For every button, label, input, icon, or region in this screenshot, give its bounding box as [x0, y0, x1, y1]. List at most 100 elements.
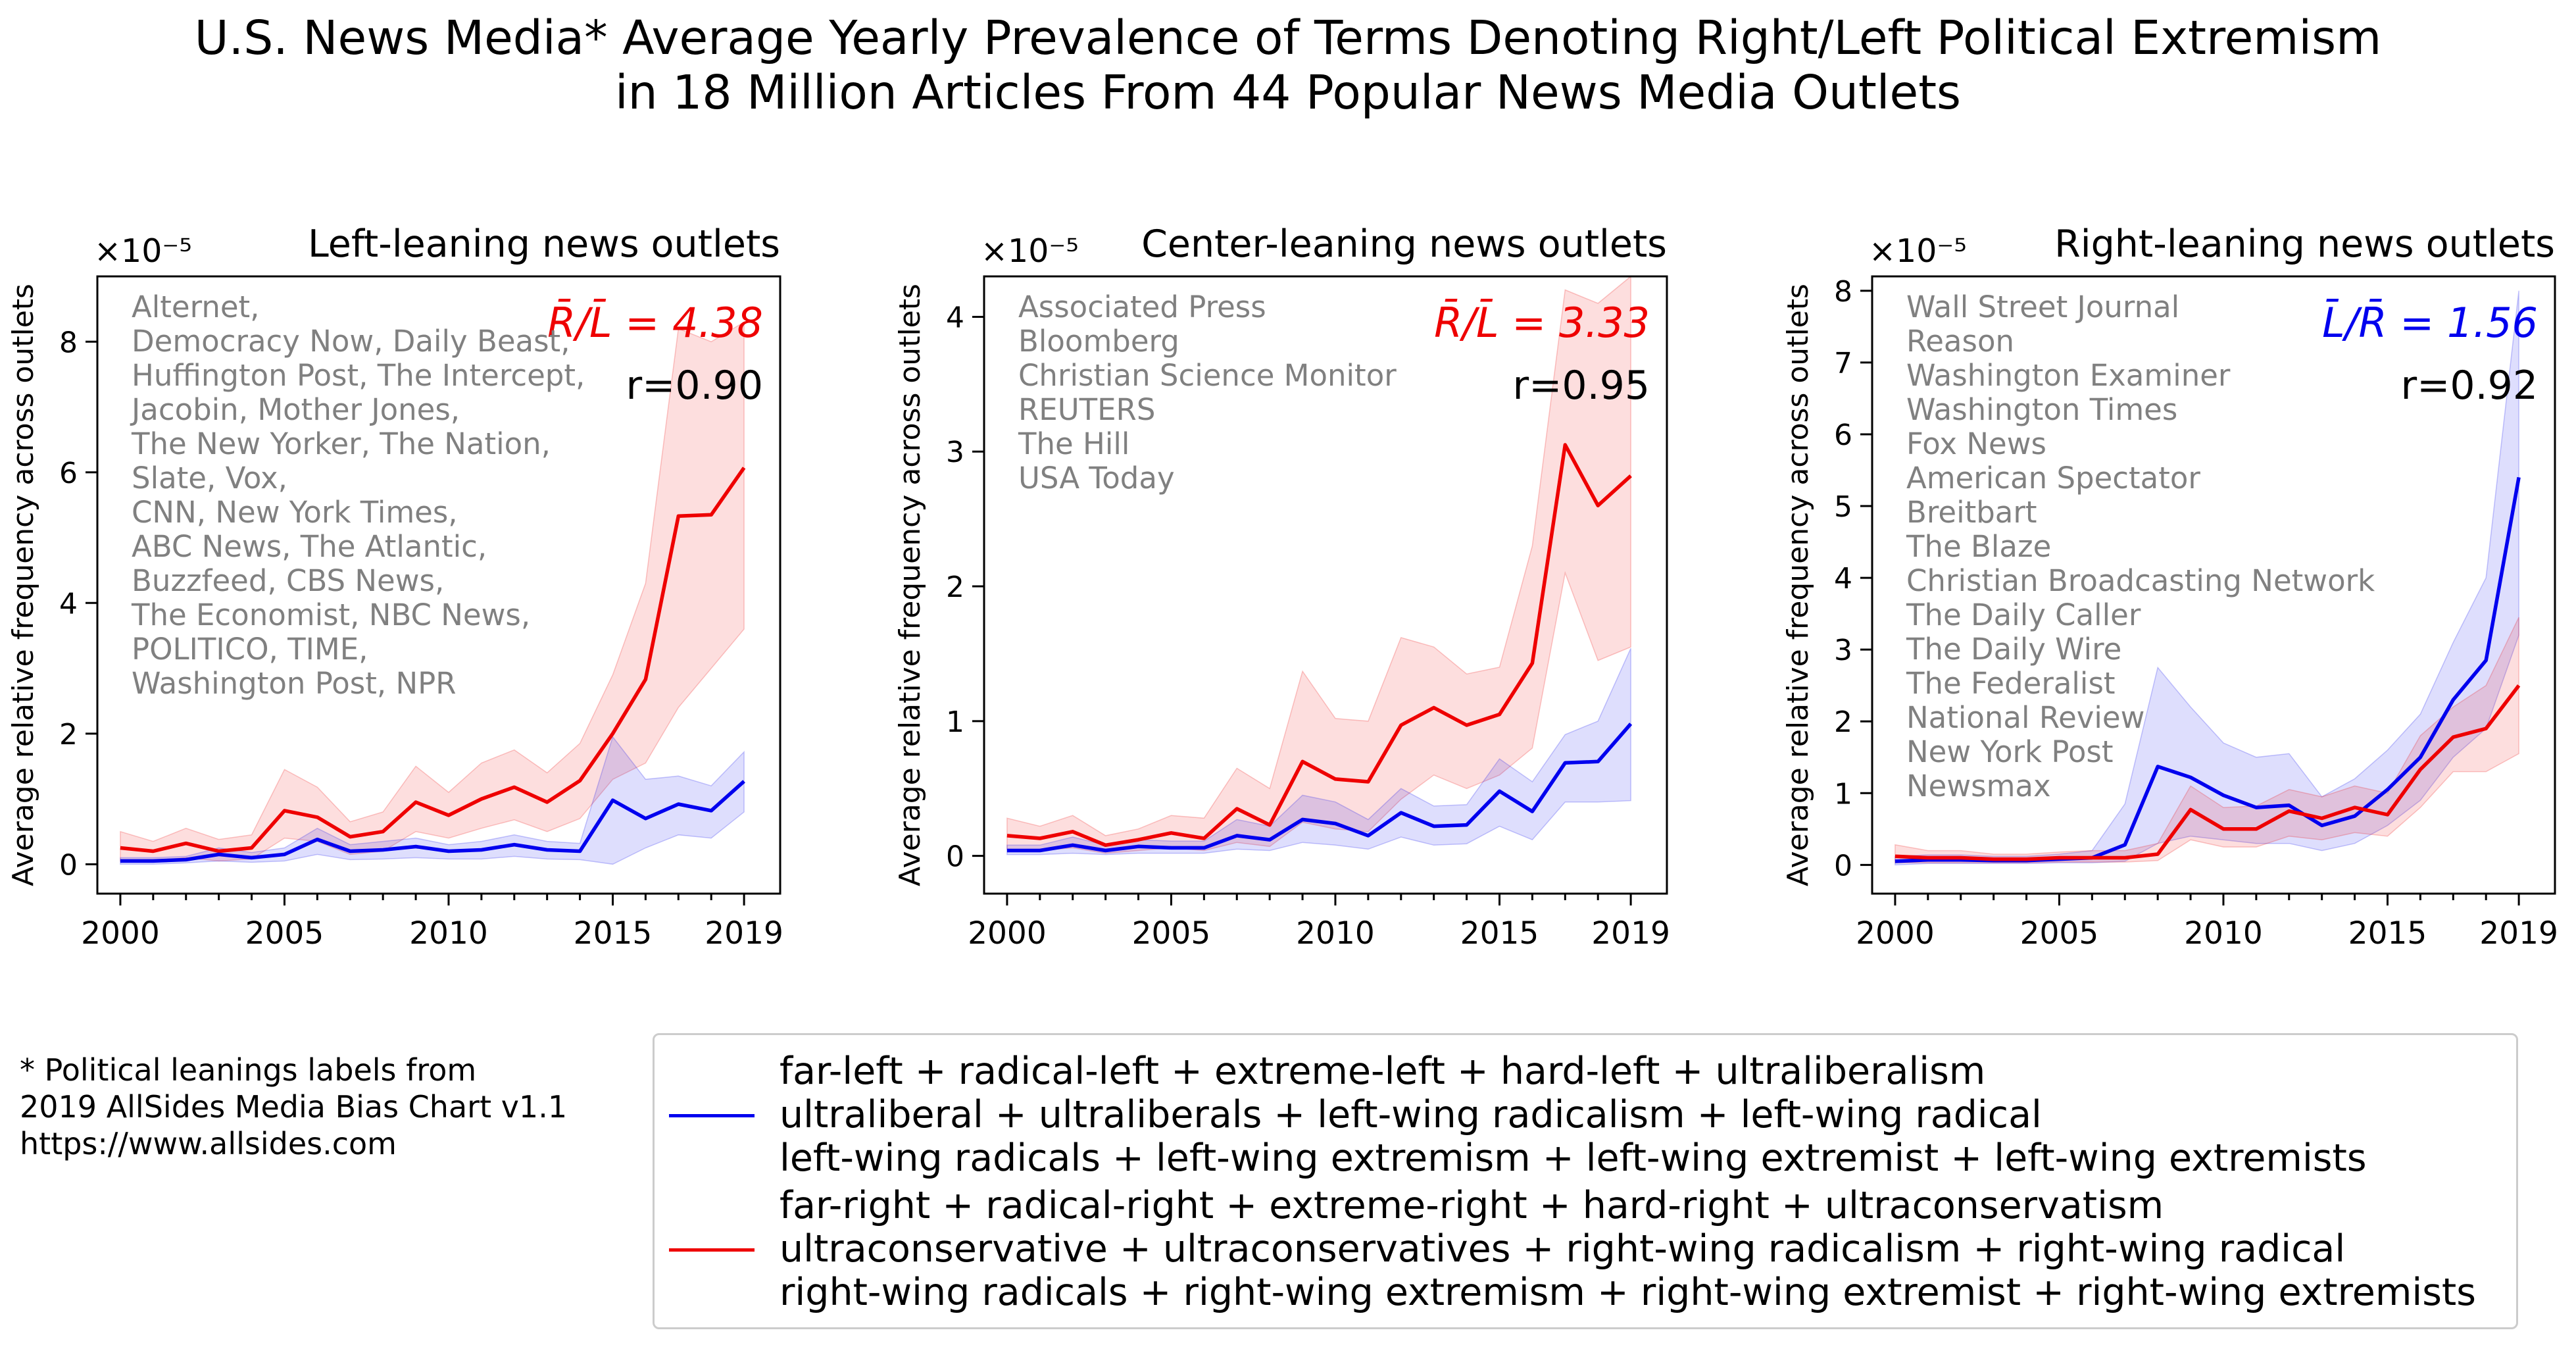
x-tick-label: 2000: [81, 915, 160, 952]
outlet-name: The Economist, NBC News,: [131, 598, 530, 632]
y-tick-label: 8: [1834, 275, 1852, 309]
y-tick-label: 0: [1834, 849, 1852, 882]
chart-title: Right-leaning news outlets: [2054, 222, 2555, 266]
x-tick-label: 2000: [968, 915, 1047, 952]
ratio-annotation: R̄/L̄ = 4.38: [547, 299, 763, 347]
plot-frame: [96, 275, 781, 895]
legend: far-left + radical-left + extreme-left +…: [653, 1033, 2518, 1329]
y-tick-label: 5: [1834, 490, 1852, 524]
x-tick-label: 2015: [574, 915, 653, 952]
correlation-annotation: r=0.92: [2400, 363, 2538, 409]
footnote: * Political leanings labels from 2019 Al…: [20, 1052, 567, 1162]
x-tick-label: 2015: [2348, 915, 2427, 952]
legend-text: left-wing radicals + left-wing extremism…: [780, 1136, 2367, 1180]
outlet-name: Slate, Vox,: [132, 461, 287, 496]
outlet-name: The Daily Caller: [1906, 598, 2141, 632]
y-multiplier: ×10⁻⁵: [94, 232, 192, 270]
legend-text: far-left + radical-left + extreme-left +…: [780, 1050, 1986, 1093]
correlation-annotation: r=0.90: [626, 363, 763, 409]
y-tick-label: 4: [59, 587, 78, 621]
y-tick-label: 4: [946, 301, 964, 334]
series-line: [1006, 723, 1633, 853]
y-tick-label: 7: [1834, 347, 1852, 380]
outlet-name: The Blaze: [1906, 529, 2051, 564]
outlet-name: Wall Street Journal: [1906, 290, 2179, 324]
y-tick-label: 1: [946, 705, 964, 739]
y-tick-label: 2: [59, 718, 78, 751]
y-axis-label: Average relative frequency across outlet…: [893, 284, 927, 886]
x-tick-label: 2019: [1591, 915, 1670, 952]
legend-line-right-terms: [669, 1248, 755, 1252]
outlet-name: Christian Science Monitor: [1018, 358, 1397, 393]
chart-title: Center-leaning news outlets: [1141, 222, 1667, 266]
correlation-annotation: r=0.95: [1512, 363, 1650, 409]
outlet-name: Newsmax: [1906, 769, 2051, 803]
outlet-name: Washington Examiner: [1906, 358, 2231, 393]
y-axis-label: Average relative frequency across outlet…: [7, 284, 40, 886]
outlet-name: Huffington Post, The Intercept,: [132, 358, 585, 393]
plot-frame: [1871, 275, 2556, 895]
x-tick-label: 2010: [2184, 915, 2263, 952]
outlet-name: CNN, New York Times,: [132, 495, 458, 530]
y-tick-label: 8: [59, 326, 78, 359]
outlet-name: National Review: [1906, 700, 2144, 735]
legend-text: ultraconservative + ultraconservatives +…: [780, 1227, 2346, 1271]
chart-panel: 2000 2005 2010 2015 2019 0 1 2 3 4 5 6 7 8 Average rel…: [1781, 222, 2558, 952]
footnote-line: * Political leanings labels from: [20, 1052, 477, 1088]
y-tick-label: 1: [1834, 777, 1852, 811]
x-tick-label: 2010: [1296, 915, 1375, 952]
x-tick-label: 2000: [1856, 915, 1935, 952]
confidence-band: [120, 321, 745, 862]
y-tick-label: 6: [1834, 419, 1852, 452]
y-multiplier: ×10⁻⁵: [981, 232, 1079, 270]
figure-title-line2: in 18 Million Articles From 44 Popular N…: [615, 65, 1961, 120]
legend-text: far-right + radical-right + extreme-righ…: [780, 1184, 2164, 1227]
series-line: [120, 780, 745, 863]
outlet-name: Fox News: [1906, 426, 2046, 461]
y-tick-label: 4: [1834, 562, 1852, 596]
outlet-name: The New Yorker, The Nation,: [131, 426, 551, 461]
confidence-band: [1006, 648, 1631, 855]
footnote-line: 2019 AllSides Media Bias Chart v1.1: [20, 1089, 568, 1125]
outlet-name: New York Post: [1906, 734, 2114, 769]
outlet-name: Democracy Now, Daily Beast,: [132, 324, 570, 359]
series-line: [120, 467, 746, 853]
outlet-name: Bloomberg: [1018, 324, 1179, 359]
series-line: [1006, 443, 1632, 848]
x-tick-label: 2005: [245, 915, 324, 952]
x-tick-label: 2005: [1132, 915, 1211, 952]
x-tick-label: 2010: [409, 915, 488, 952]
outlet-name: The Federalist: [1906, 666, 2116, 701]
outlet-name: Jacobin, Mother Jones,: [130, 392, 460, 427]
outlet-name: ABC News, The Atlantic,: [132, 529, 487, 564]
x-tick-label: 2019: [2479, 915, 2558, 952]
y-tick-label: 2: [946, 571, 964, 604]
legend-text: right-wing radicals + right-wing extremi…: [780, 1271, 2476, 1314]
outlet-name: USA Today: [1018, 461, 1175, 496]
footnote-line: https://www.allsides.com: [20, 1126, 397, 1161]
series-line: [1895, 684, 2521, 861]
y-tick-label: 2: [1834, 705, 1852, 739]
legend-text: ultraliberal + ultraliberals + left-wing…: [780, 1093, 2042, 1136]
outlet-name: Washington Times: [1906, 392, 2177, 427]
y-tick-label: 0: [946, 840, 964, 874]
y-tick-label: 3: [1834, 634, 1852, 667]
ratio-annotation: L̄/R̄ = 1.56: [2322, 299, 2538, 347]
outlet-name: POLITICO, TIME,: [132, 632, 368, 667]
figure-title-line1: U.S. News Media* Average Yearly Prevalen…: [195, 11, 2382, 65]
x-tick-label: 2015: [1460, 915, 1539, 952]
y-tick-label: 6: [59, 457, 78, 490]
y-tick-label: 3: [946, 436, 964, 469]
outlet-name: Washington Post, NPR: [132, 666, 457, 701]
outlet-name: Buzzfeed, CBS News,: [132, 563, 444, 598]
plot-frame: [983, 275, 1668, 895]
outlet-name: Associated Press: [1018, 290, 1266, 324]
chart-title: Left-leaning news outlets: [308, 222, 780, 266]
outlet-name: Christian Broadcasting Network: [1906, 563, 2375, 598]
outlet-name: Breitbart: [1906, 495, 2037, 530]
y-axis-label: Average relative frequency across outlet…: [1781, 284, 1815, 886]
legend-line-left-terms: [669, 1114, 755, 1117]
x-tick-label: 2005: [2020, 915, 2099, 952]
chart-panel: 2000 2005 2010 2015 2019 0 1 2 3 4 Average relativ…: [893, 222, 1670, 952]
